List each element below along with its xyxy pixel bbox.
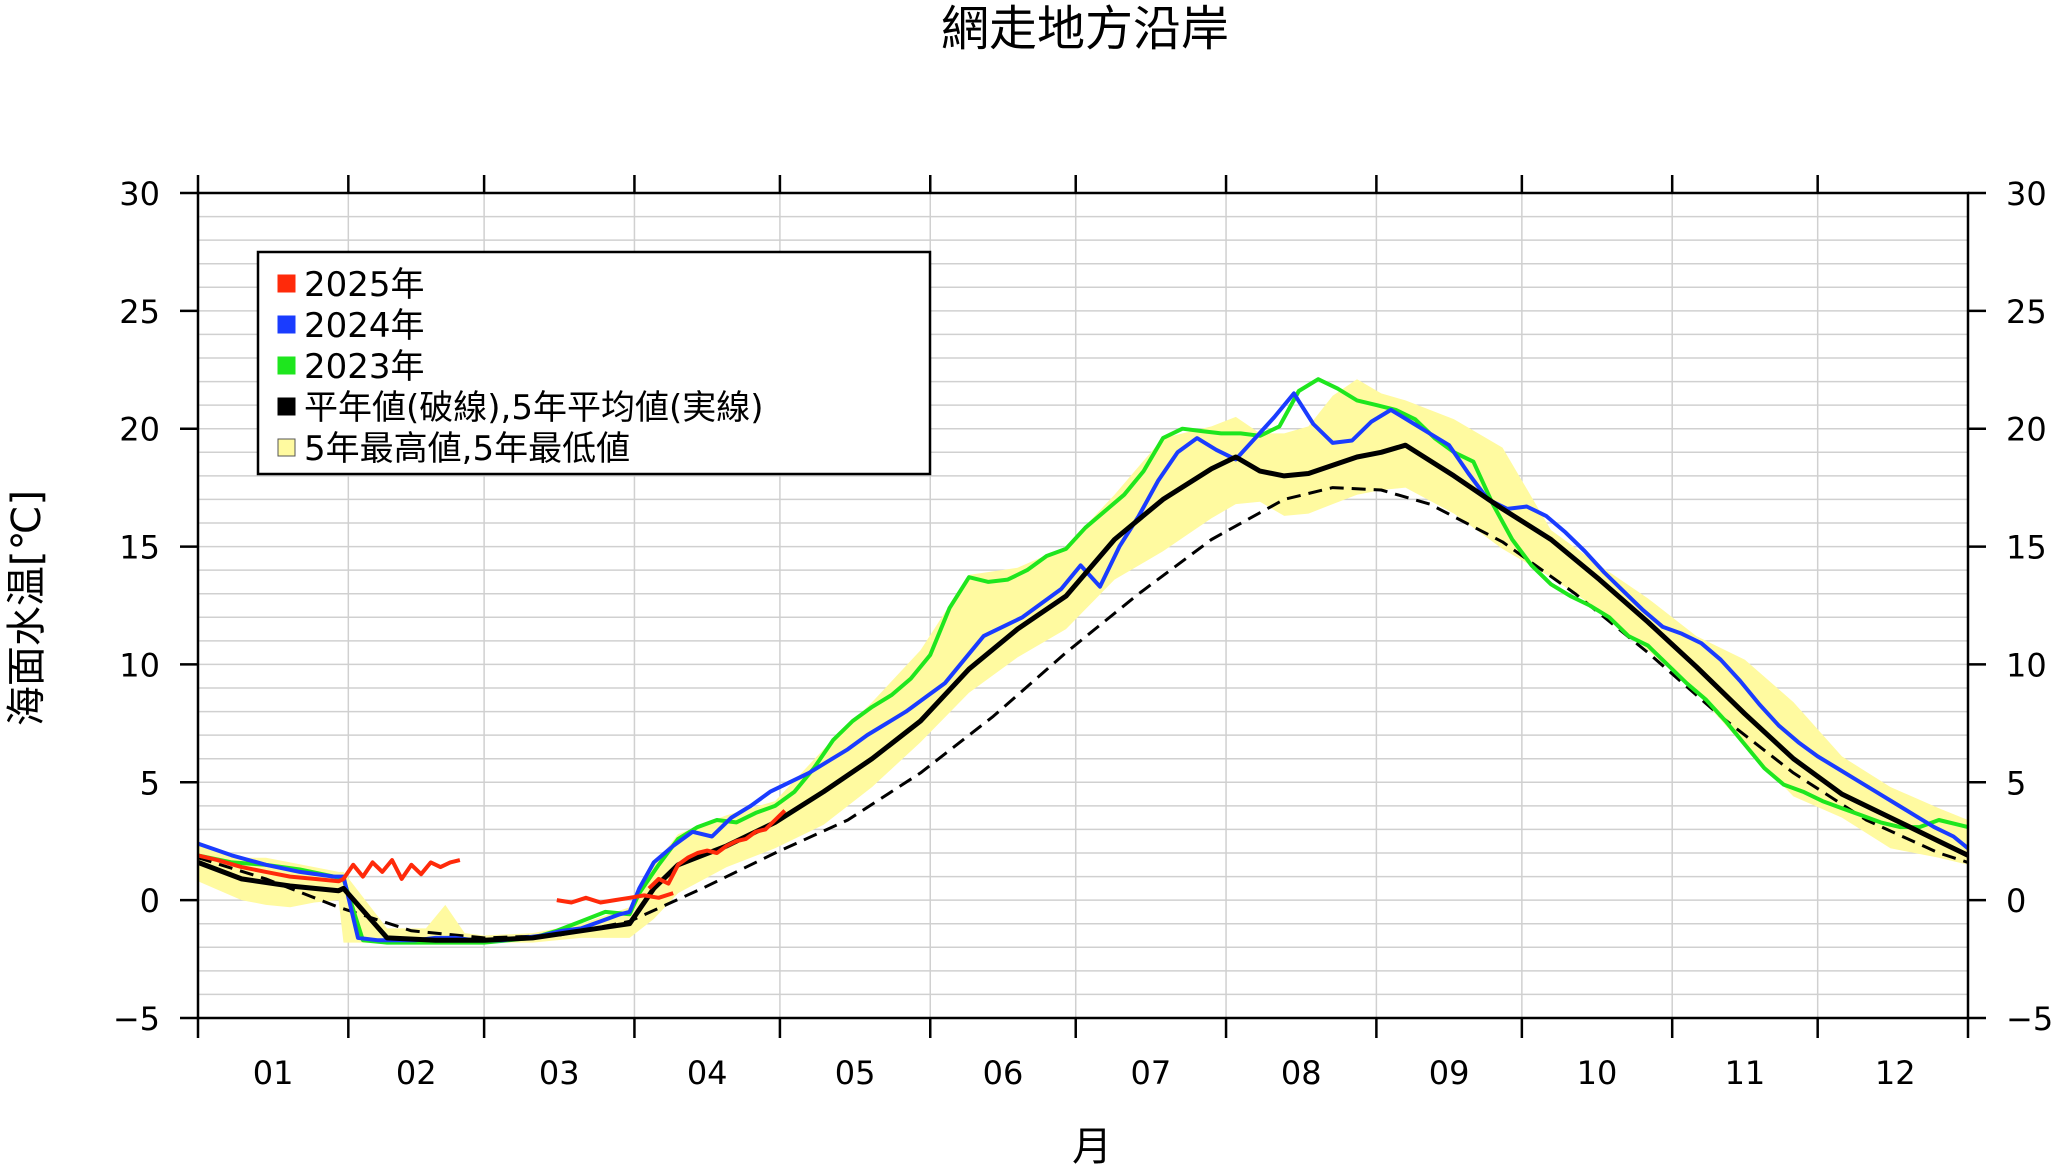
series-lines bbox=[197, 377, 1970, 945]
x-tick-label-month: 06 bbox=[983, 1054, 1024, 1092]
y-tick-label-right: 25 bbox=[2006, 293, 2047, 331]
legend-label-normal: 平年値(破線),5年平均値(実線) bbox=[304, 388, 764, 428]
min-max-band-area bbox=[198, 379, 1968, 943]
x-tick-label-month: 04 bbox=[687, 1054, 728, 1092]
legend-swatch-y2025 bbox=[277, 274, 296, 293]
x-tick-label-month: 11 bbox=[1725, 1054, 1766, 1092]
series-2025-line bbox=[197, 853, 461, 884]
legend-swatch-y2024 bbox=[277, 315, 296, 334]
plot-frame bbox=[196, 191, 1970, 1020]
x-tick-label-month: 09 bbox=[1429, 1054, 1470, 1092]
y-tick-label-left: 0 bbox=[140, 882, 160, 920]
y-tick-label-right: 0 bbox=[2006, 882, 2026, 920]
y-tick-label-left: 25 bbox=[119, 293, 160, 331]
min-max-band-layer bbox=[198, 379, 1968, 943]
y-tick-label-left: 30 bbox=[119, 175, 160, 213]
series-2023-line bbox=[197, 377, 1969, 945]
legend-label-band: 5年最高値,5年最低値 bbox=[304, 429, 630, 469]
legend-swatch-normal bbox=[277, 397, 296, 416]
y-tick-label-left: 15 bbox=[119, 529, 160, 567]
y-tick-label-right: −5 bbox=[2006, 1000, 2051, 1038]
x-tick-label-month: 01 bbox=[253, 1054, 294, 1092]
x-tick-label-month: 08 bbox=[1281, 1054, 1322, 1092]
x-tick-label-month: 03 bbox=[539, 1054, 580, 1092]
y-tick-label-left: −5 bbox=[113, 1000, 160, 1038]
axes: 30 30 25 25 20 20 15 15 10 10 5 5 0 0 −5 −5 01 02 03 04 05 06… bbox=[113, 175, 2051, 1092]
x-tick-label-month: 12 bbox=[1875, 1054, 1916, 1092]
x-tick-label-month: 10 bbox=[1577, 1054, 1618, 1092]
x-tick-label-month: 05 bbox=[835, 1054, 876, 1092]
x-tick-label-month: 02 bbox=[396, 1054, 437, 1092]
legend-label-y2025: 2025年 bbox=[304, 265, 425, 305]
legend-label-y2023: 2023年 bbox=[304, 347, 425, 387]
series-2025-line bbox=[556, 891, 674, 905]
five-year-average-line bbox=[197, 442, 1970, 943]
y-tick-label-right: 5 bbox=[2006, 764, 2026, 802]
chart-title: 網走地方沿岸 bbox=[941, 1, 1229, 57]
y-tick-label-right: 10 bbox=[2006, 646, 2047, 684]
x-tick-label-month: 07 bbox=[1131, 1054, 1172, 1092]
y-tick-label-right: 20 bbox=[2006, 411, 2047, 449]
y-tick-label-left: 10 bbox=[119, 646, 160, 684]
legend-swatch-band bbox=[277, 438, 296, 457]
series-2025-line bbox=[647, 809, 787, 890]
y-tick-label-right: 15 bbox=[2006, 529, 2047, 567]
legend: 2025年2024年2023年平年値(破線),5年平均値(実線)5年最高値,5年… bbox=[256, 250, 932, 476]
x-axis-label: 月 bbox=[1072, 1124, 1112, 1166]
y-tick-label-left: 20 bbox=[119, 411, 160, 449]
grid-lines bbox=[198, 193, 1968, 1018]
legend-swatch-y2023 bbox=[277, 356, 296, 375]
y-axis-label: 海面水温[℃] bbox=[4, 490, 50, 726]
normal-dashed-line bbox=[197, 486, 1969, 940]
legend-label-y2024: 2024年 bbox=[304, 306, 425, 346]
y-tick-label-left: 5 bbox=[140, 764, 160, 802]
legend-box bbox=[256, 250, 932, 476]
y-tick-label-right: 30 bbox=[2006, 175, 2047, 213]
